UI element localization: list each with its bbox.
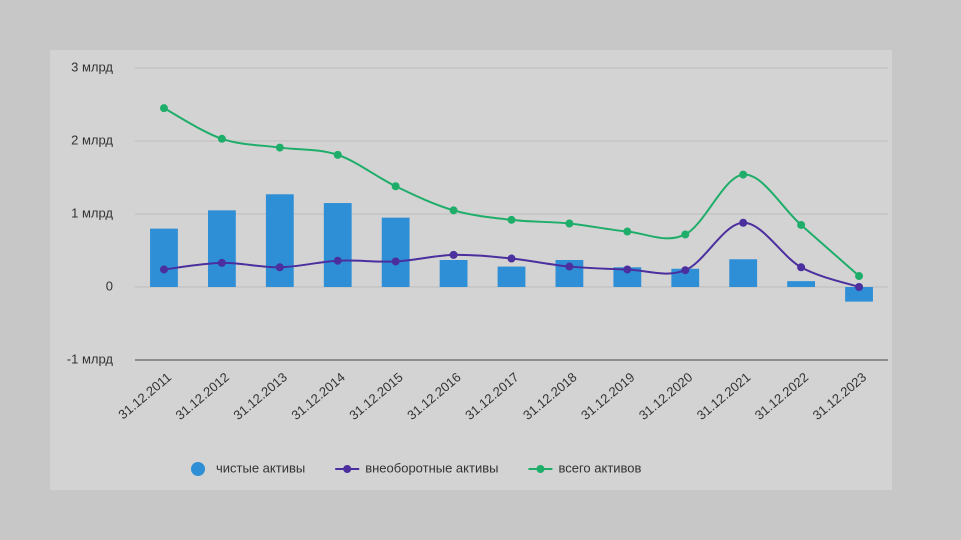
point (623, 227, 632, 236)
point (623, 265, 632, 274)
bar (207, 210, 236, 287)
point (565, 262, 574, 271)
point (739, 170, 748, 179)
point (507, 215, 516, 224)
legend-label: внеоборотные активы (365, 460, 498, 475)
legend-swatch (536, 465, 545, 473)
bar (265, 194, 294, 287)
point (159, 265, 168, 274)
point (507, 254, 516, 263)
legend-swatch (343, 465, 352, 473)
bar (613, 267, 642, 287)
legend-label: всего активов (558, 460, 641, 475)
point (275, 263, 284, 272)
legend-swatch (191, 462, 205, 476)
bar (497, 266, 526, 287)
y-tick-label: 2 млрд (71, 132, 113, 147)
point (565, 219, 574, 228)
point (391, 257, 400, 266)
point (333, 150, 342, 159)
legend-label: чистые активы (216, 460, 305, 475)
point (739, 218, 748, 227)
point (797, 220, 806, 229)
point (217, 134, 226, 143)
point (681, 266, 690, 275)
point (217, 258, 226, 267)
bar (845, 287, 873, 302)
bar (323, 203, 352, 287)
y-tick-label: 1 млрд (71, 205, 113, 220)
point (855, 272, 864, 281)
bar (381, 217, 410, 287)
point (159, 104, 168, 113)
y-tick-label: 0 (106, 278, 113, 293)
bar (787, 281, 816, 287)
point (855, 283, 864, 291)
point (449, 206, 458, 215)
point (681, 230, 690, 239)
point (797, 263, 806, 272)
point (275, 143, 284, 152)
bar (150, 228, 178, 287)
point (449, 250, 458, 259)
point (391, 182, 400, 191)
bar (439, 259, 468, 287)
y-tick-label: 3 млрд (71, 59, 113, 74)
point (333, 256, 342, 265)
y-tick-label: -1 млрд (67, 351, 114, 366)
bar (729, 259, 758, 287)
